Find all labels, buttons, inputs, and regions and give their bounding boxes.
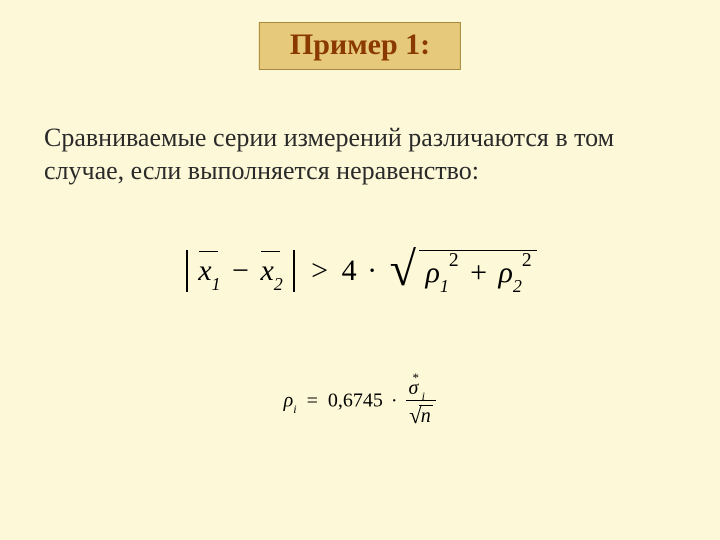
- body-paragraph: Сравниваемые серии измерений различаются…: [44, 122, 680, 187]
- rho2: ρ: [499, 256, 513, 289]
- mult-dot-2: ·: [388, 390, 401, 412]
- coef-4: 4: [342, 254, 357, 287]
- abs-bar-right: [293, 250, 294, 292]
- sub-formula: ρi = 0,6745 · σ * i √n: [0, 378, 720, 426]
- eq-op: =: [302, 390, 323, 412]
- sqrt-radicand: ρ12 + ρ22: [419, 250, 536, 296]
- rho2-sub: 2: [513, 276, 522, 296]
- fraction-denominator: √n: [406, 400, 437, 426]
- plus-op: +: [466, 256, 491, 289]
- sub-2: 2: [274, 274, 283, 294]
- sigma-star: *: [413, 371, 420, 384]
- title-text: Пример 1:: [290, 28, 430, 61]
- var-x1: x: [198, 254, 211, 287]
- sqrt-main: √ ρ12 + ρ22: [390, 250, 537, 296]
- rho1-sup: 2: [449, 250, 459, 271]
- var-n: n: [421, 405, 431, 427]
- mult-dot-1: ·: [364, 254, 380, 287]
- rho2-sup: 2: [522, 250, 532, 271]
- var-x2: x: [260, 254, 273, 287]
- fraction: σ * i √n: [406, 378, 437, 426]
- x2-bar: x2: [260, 254, 282, 292]
- minus-op: −: [228, 254, 253, 287]
- sqrt-small-icon: √: [409, 403, 422, 428]
- rho1: ρ: [425, 256, 439, 289]
- abs-bar-left: [186, 250, 187, 292]
- sigma-sub-i: i: [422, 390, 425, 402]
- fraction-numerator: σ * i: [406, 378, 437, 400]
- rho-i: ρ: [284, 390, 294, 412]
- sigma-block: σ * i: [409, 378, 419, 398]
- rho-i-sub: i: [293, 402, 296, 416]
- main-formula: x1 − x2 > 4 · √ ρ12 + ρ22: [0, 250, 720, 296]
- coef-06745: 0,6745: [328, 390, 383, 412]
- x1-bar: x1: [198, 254, 220, 292]
- slide: Пример 1: Сравниваемые серии измерений р…: [0, 0, 720, 540]
- gt-op: >: [305, 254, 334, 287]
- rho1-sub: 1: [440, 276, 449, 296]
- sub-1: 1: [212, 274, 221, 294]
- title-box: Пример 1:: [259, 22, 461, 70]
